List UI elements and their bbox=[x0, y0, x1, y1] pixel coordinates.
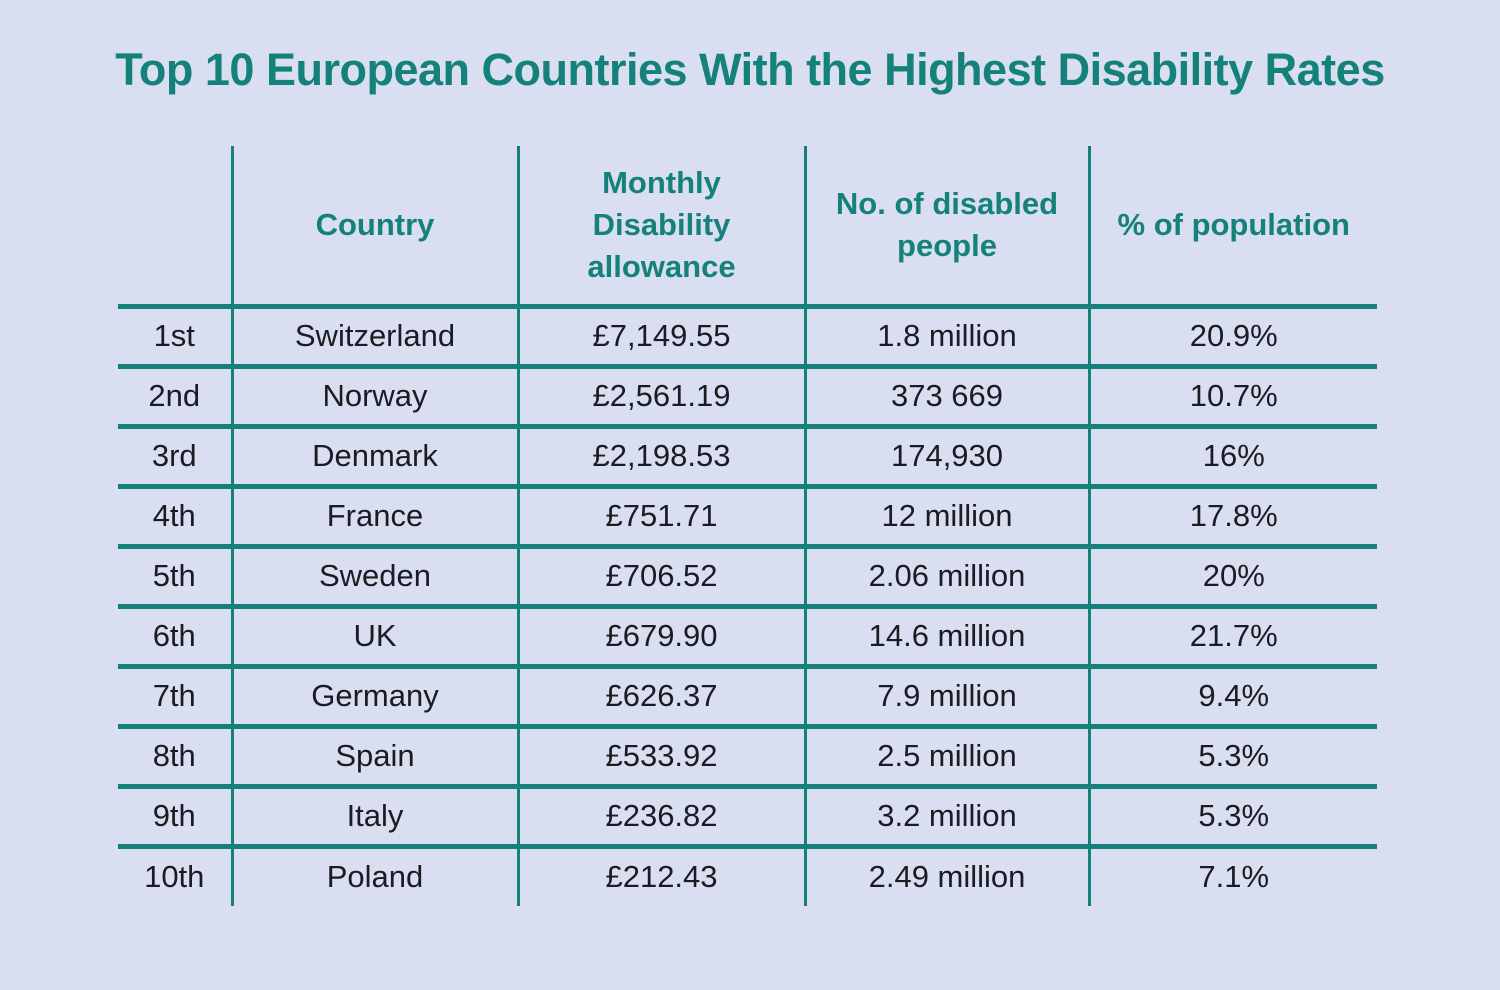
rank-cell: 5th bbox=[118, 543, 232, 606]
table-row: 2nd Norway £2,561.19 373 669 10.7% bbox=[118, 363, 1377, 426]
disabled-people-cell: 3.2 million bbox=[803, 783, 1089, 846]
country-cell: Germany bbox=[230, 663, 518, 726]
rank-cell: 4th bbox=[118, 483, 232, 546]
header-percent-population: % of population bbox=[1087, 146, 1377, 306]
country-cell: Denmark bbox=[230, 423, 518, 486]
disability-rates-table: Country Monthly Disability allowance No.… bbox=[118, 146, 1377, 906]
table-row: 5th Sweden £706.52 2.06 million 20% bbox=[118, 543, 1377, 606]
header-rank bbox=[118, 146, 232, 306]
country-cell: France bbox=[230, 483, 518, 546]
disabled-people-cell: 373 669 bbox=[803, 363, 1089, 426]
rank-cell: 8th bbox=[118, 723, 232, 786]
header-allowance: Monthly Disability allowance bbox=[516, 146, 805, 306]
table-row: 1st Switzerland £7,149.55 1.8 million 20… bbox=[118, 303, 1377, 366]
country-cell: Norway bbox=[230, 363, 518, 426]
table-body: 1st Switzerland £7,149.55 1.8 million 20… bbox=[118, 303, 1377, 906]
allowance-cell: £626.37 bbox=[516, 663, 805, 726]
country-cell: Italy bbox=[230, 783, 518, 846]
table-row: 9th Italy £236.82 3.2 million 5.3% bbox=[118, 783, 1377, 846]
country-cell: Sweden bbox=[230, 543, 518, 606]
table-row: 4th France £751.71 12 million 17.8% bbox=[118, 483, 1377, 546]
disabled-people-cell: 1.8 million bbox=[803, 303, 1089, 366]
rank-cell: 6th bbox=[118, 603, 232, 666]
country-cell: Poland bbox=[230, 843, 518, 906]
allowance-cell: £2,198.53 bbox=[516, 423, 805, 486]
disabled-people-cell: 2.5 million bbox=[803, 723, 1089, 786]
percent-population-cell: 17.8% bbox=[1087, 483, 1377, 546]
percent-population-cell: 5.3% bbox=[1087, 783, 1377, 846]
disabled-people-cell: 12 million bbox=[803, 483, 1089, 546]
table-row: 10th Poland £212.43 2.49 million 7.1% bbox=[118, 843, 1377, 906]
header-disabled-people: No. of disabled people bbox=[803, 146, 1089, 306]
table-row: 3rd Denmark £2,198.53 174,930 16% bbox=[118, 423, 1377, 486]
percent-population-cell: 5.3% bbox=[1087, 723, 1377, 786]
allowance-cell: £533.92 bbox=[516, 723, 805, 786]
disabled-people-cell: 14.6 million bbox=[803, 603, 1089, 666]
disabled-people-cell: 2.49 million bbox=[803, 843, 1089, 906]
country-cell: Spain bbox=[230, 723, 518, 786]
table-row: 8th Spain £533.92 2.5 million 5.3% bbox=[118, 723, 1377, 786]
allowance-cell: £2,561.19 bbox=[516, 363, 805, 426]
rank-cell: 7th bbox=[118, 663, 232, 726]
percent-population-cell: 20% bbox=[1087, 543, 1377, 606]
percent-population-cell: 16% bbox=[1087, 423, 1377, 486]
allowance-cell: £751.71 bbox=[516, 483, 805, 546]
disabled-people-cell: 174,930 bbox=[803, 423, 1089, 486]
allowance-cell: £236.82 bbox=[516, 783, 805, 846]
rank-cell: 2nd bbox=[118, 363, 232, 426]
rank-cell: 3rd bbox=[118, 423, 232, 486]
table-row: 6th UK £679.90 14.6 million 21.7% bbox=[118, 603, 1377, 666]
allowance-cell: £679.90 bbox=[516, 603, 805, 666]
rank-cell: 1st bbox=[118, 303, 232, 366]
percent-population-cell: 9.4% bbox=[1087, 663, 1377, 726]
allowance-cell: £212.43 bbox=[516, 843, 805, 906]
percent-population-cell: 21.7% bbox=[1087, 603, 1377, 666]
country-cell: UK bbox=[230, 603, 518, 666]
percent-population-cell: 10.7% bbox=[1087, 363, 1377, 426]
header-country: Country bbox=[230, 146, 518, 306]
rank-cell: 10th bbox=[118, 843, 232, 906]
allowance-cell: £706.52 bbox=[516, 543, 805, 606]
allowance-cell: £7,149.55 bbox=[516, 303, 805, 366]
country-cell: Switzerland bbox=[230, 303, 518, 366]
infographic-page: { "title": "Top 10 European Countries Wi… bbox=[0, 44, 1500, 990]
percent-population-cell: 7.1% bbox=[1087, 843, 1377, 906]
disabled-people-cell: 7.9 million bbox=[803, 663, 1089, 726]
header-row: Country Monthly Disability allowance No.… bbox=[118, 146, 1377, 306]
rank-cell: 9th bbox=[118, 783, 232, 846]
table-header: Country Monthly Disability allowance No.… bbox=[118, 146, 1377, 306]
table-row: 7th Germany £626.37 7.9 million 9.4% bbox=[118, 663, 1377, 726]
disabled-people-cell: 2.06 million bbox=[803, 543, 1089, 606]
page-title: Top 10 European Countries With the Highe… bbox=[115, 44, 1385, 95]
percent-population-cell: 20.9% bbox=[1087, 303, 1377, 366]
